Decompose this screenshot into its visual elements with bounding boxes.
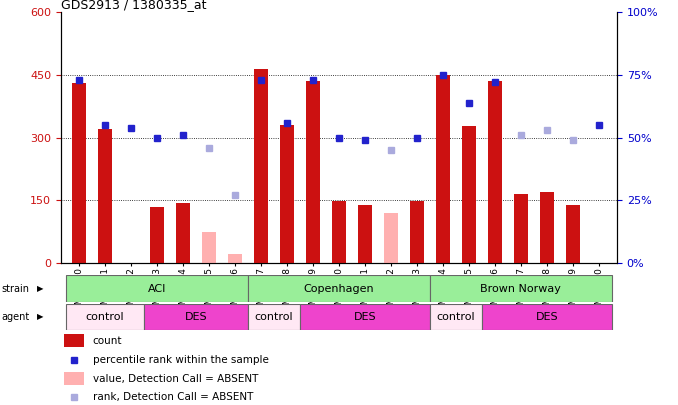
- Text: GDS2913 / 1380335_at: GDS2913 / 1380335_at: [61, 0, 207, 11]
- Bar: [66, 275, 248, 302]
- Bar: [248, 275, 430, 302]
- Text: control: control: [437, 312, 475, 322]
- Bar: [98, 129, 113, 263]
- Bar: [300, 304, 430, 330]
- Text: DES: DES: [185, 312, 207, 322]
- Bar: [487, 81, 502, 263]
- Bar: [565, 205, 580, 263]
- Bar: [176, 203, 191, 263]
- Bar: [540, 192, 554, 263]
- Text: ACI: ACI: [148, 284, 166, 294]
- Bar: [430, 304, 482, 330]
- Text: rank, Detection Call = ABSENT: rank, Detection Call = ABSENT: [93, 392, 253, 402]
- Text: agent: agent: [1, 312, 30, 322]
- Bar: [436, 75, 450, 263]
- Bar: [358, 205, 372, 263]
- Bar: [280, 125, 294, 263]
- Text: DES: DES: [536, 312, 558, 322]
- Bar: [144, 304, 248, 330]
- Bar: [430, 275, 612, 302]
- Bar: [228, 254, 242, 263]
- Bar: [306, 81, 320, 263]
- Text: control: control: [86, 312, 125, 322]
- Bar: [72, 83, 86, 263]
- Bar: [64, 334, 84, 347]
- Text: strain: strain: [1, 284, 29, 294]
- Text: ▶: ▶: [37, 312, 43, 322]
- Text: Brown Norway: Brown Norway: [481, 284, 561, 294]
- Bar: [514, 194, 528, 263]
- Bar: [248, 304, 300, 330]
- Text: percentile rank within the sample: percentile rank within the sample: [93, 355, 268, 364]
- Bar: [202, 232, 216, 263]
- Bar: [384, 213, 398, 263]
- Bar: [410, 201, 424, 263]
- Text: ▶: ▶: [37, 284, 43, 293]
- Text: DES: DES: [354, 312, 376, 322]
- Text: control: control: [255, 312, 294, 322]
- Bar: [150, 207, 164, 263]
- Bar: [462, 126, 476, 263]
- Bar: [332, 201, 346, 263]
- Bar: [66, 304, 144, 330]
- Text: count: count: [93, 335, 122, 345]
- Text: value, Detection Call = ABSENT: value, Detection Call = ABSENT: [93, 374, 258, 384]
- Bar: [482, 304, 612, 330]
- Bar: [254, 70, 268, 263]
- Text: Copenhagen: Copenhagen: [304, 284, 374, 294]
- Bar: [64, 373, 84, 385]
